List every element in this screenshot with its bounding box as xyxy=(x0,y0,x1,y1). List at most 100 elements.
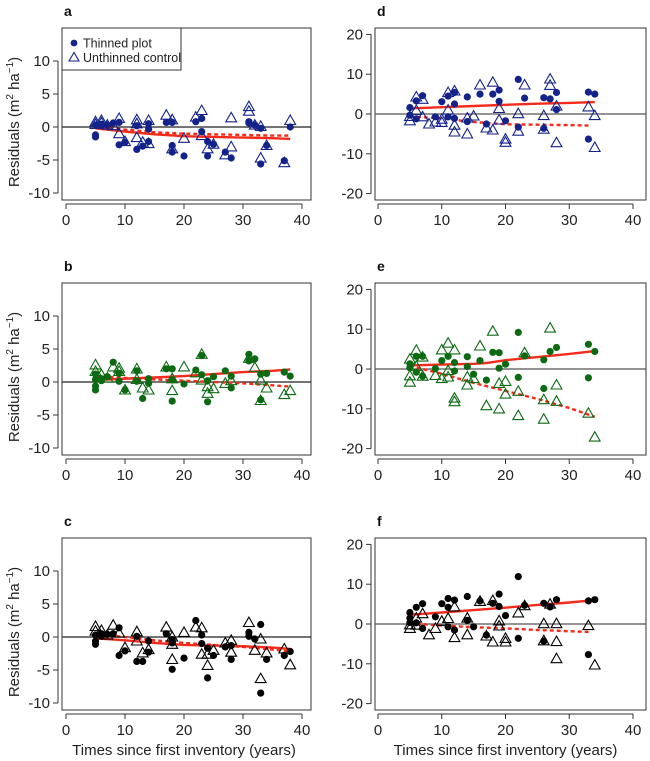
point-thinned xyxy=(514,573,522,581)
point-thinned xyxy=(514,634,522,642)
point-thinned xyxy=(450,626,459,634)
point-unthinned xyxy=(416,110,429,122)
x-tick-label: 20 xyxy=(176,467,193,484)
point-unthinned xyxy=(550,394,563,406)
point-unthinned xyxy=(100,628,114,640)
point-unthinned xyxy=(224,645,238,657)
point-thinned xyxy=(495,349,503,357)
point-thinned xyxy=(412,619,420,627)
x-tick-label: 10 xyxy=(117,722,134,739)
point-unthinned xyxy=(201,658,214,670)
point-thinned xyxy=(540,356,548,364)
trend-line-thinned xyxy=(409,100,595,110)
point-thinned xyxy=(501,360,510,368)
y-tick-label: -5 xyxy=(37,152,50,169)
point-unthinned xyxy=(588,109,602,121)
point-unthinned xyxy=(260,646,273,658)
point-unthinned xyxy=(588,140,602,153)
point-unthinned xyxy=(441,364,455,376)
point-unthinned xyxy=(550,378,563,390)
point-thinned xyxy=(540,637,548,645)
point-thinned xyxy=(501,612,510,620)
point-thinned xyxy=(438,98,446,106)
panel-letter: d xyxy=(377,3,386,19)
point-unthinned xyxy=(248,643,262,655)
point-unthinned xyxy=(177,131,191,143)
point-unthinned xyxy=(201,647,214,659)
y-tick-label: -10 xyxy=(28,695,50,712)
point-thinned xyxy=(514,373,522,381)
point-unthinned xyxy=(492,614,506,626)
point-unthinned xyxy=(499,387,512,399)
point-thinned xyxy=(91,133,100,141)
x-tick-label: 20 xyxy=(497,212,514,229)
point-unthinned xyxy=(118,134,132,147)
y-tick-label: 10 xyxy=(33,53,50,70)
point-thinned xyxy=(91,386,100,394)
point-unthinned xyxy=(195,347,209,359)
point-thinned xyxy=(280,157,288,165)
panel-d: d 0 10 20 30 40 -20 -10 0 10 20 xyxy=(341,3,647,229)
x-tick-label: 40 xyxy=(294,467,311,484)
point-unthinned xyxy=(254,393,268,406)
point-unthinned xyxy=(112,111,126,124)
point-unthinned xyxy=(492,376,506,388)
point-thinned xyxy=(431,365,439,373)
point-unthinned xyxy=(112,626,126,638)
point-unthinned xyxy=(142,642,155,655)
point-unthinned xyxy=(429,368,442,380)
y-tick-label: 0 xyxy=(42,629,50,646)
y-tick-label: 10 xyxy=(346,321,363,338)
point-unthinned xyxy=(106,360,120,372)
point-thinned xyxy=(463,93,471,101)
point-thinned xyxy=(245,632,253,640)
x-tick-label: 0 xyxy=(62,212,70,229)
point-unthinned xyxy=(165,113,179,125)
point-thinned xyxy=(204,398,212,406)
point-unthinned xyxy=(403,109,417,121)
point-thinned xyxy=(584,651,593,659)
point-unthinned xyxy=(130,372,144,384)
point-unthinned xyxy=(165,142,179,154)
point-unthinned xyxy=(511,124,525,136)
point-unthinned xyxy=(207,643,220,655)
point-thinned xyxy=(192,366,200,374)
point-unthinned xyxy=(550,99,563,111)
panel-letter: c xyxy=(64,513,72,529)
point-unthinned xyxy=(89,364,102,377)
point-thinned xyxy=(115,651,123,660)
x-axis-title: Times since first inventory (years) xyxy=(394,742,618,759)
point-thinned xyxy=(204,152,212,160)
point-thinned xyxy=(145,648,153,656)
x-tick-label: 10 xyxy=(433,722,450,739)
point-unthinned xyxy=(130,113,144,125)
x-tick-label: 30 xyxy=(235,467,252,484)
point-unthinned xyxy=(409,103,423,116)
point-thinned xyxy=(482,376,490,384)
x-tick-label: 0 xyxy=(62,722,70,739)
point-thinned xyxy=(168,148,176,156)
point-unthinned xyxy=(403,352,417,364)
point-unthinned xyxy=(460,378,474,390)
point-thinned xyxy=(245,119,253,127)
point-thinned xyxy=(168,376,176,384)
point-unthinned xyxy=(537,412,551,424)
y-tick-label: 0 xyxy=(42,374,50,391)
point-thinned xyxy=(257,160,265,168)
y-tick-label: -5 xyxy=(37,407,50,424)
point-unthinned xyxy=(89,619,102,632)
point-unthinned xyxy=(499,135,512,147)
point-unthinned xyxy=(473,594,487,606)
point-unthinned xyxy=(511,409,525,421)
point-unthinned xyxy=(537,393,551,405)
x-tick-label: 40 xyxy=(294,212,311,229)
point-thinned xyxy=(180,152,188,160)
point-thinned xyxy=(552,343,561,352)
point-thinned xyxy=(444,594,452,603)
point-unthinned xyxy=(511,606,525,618)
point-thinned xyxy=(145,120,153,128)
panel-letter: e xyxy=(377,258,385,274)
point-unthinned xyxy=(403,375,417,387)
point-unthinned xyxy=(499,374,512,386)
point-thinned xyxy=(209,651,218,660)
